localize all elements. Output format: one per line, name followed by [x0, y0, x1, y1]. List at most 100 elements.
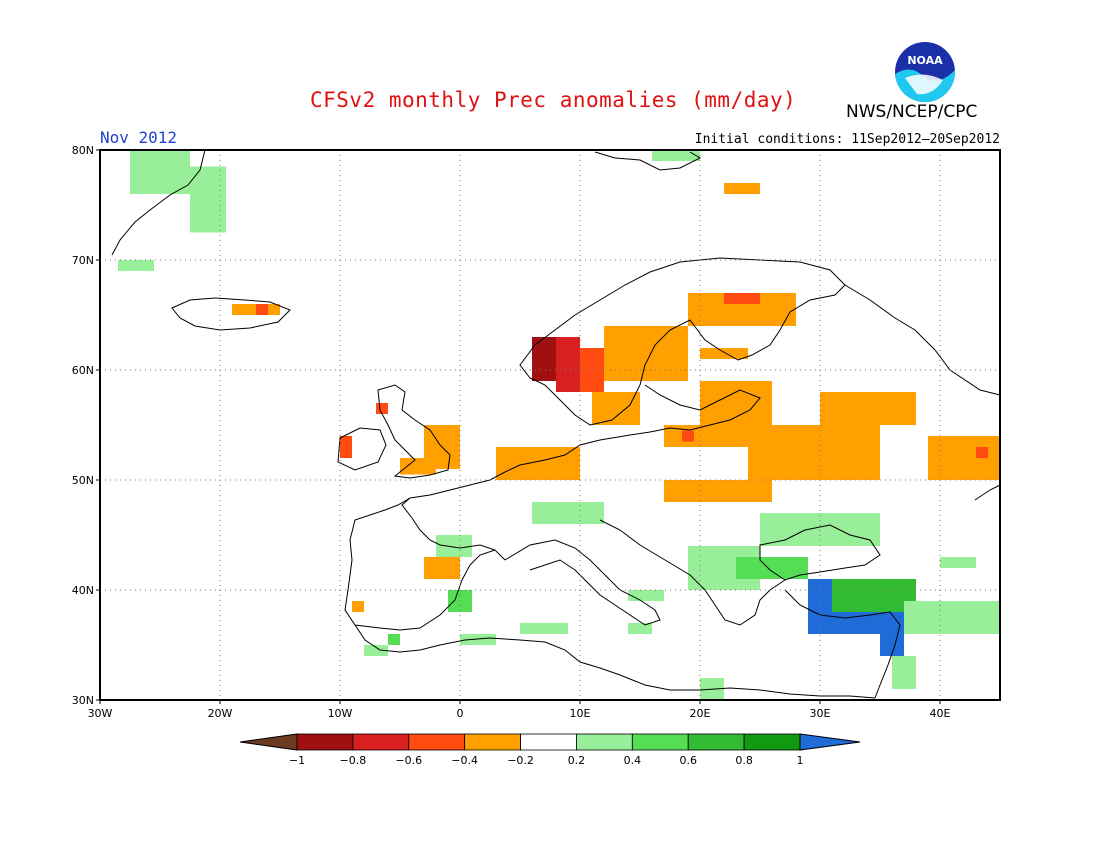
anomaly-cell [682, 430, 694, 442]
anomaly-cell [190, 166, 226, 233]
legend-tick-label: 1 [797, 754, 804, 767]
lon-tick-label: 40E [930, 707, 951, 720]
anomaly-cell [904, 601, 1000, 634]
anomaly-cell [256, 304, 268, 315]
scandinavia-coast [519, 257, 846, 426]
graticule [100, 150, 1000, 700]
anomaly-cell [748, 425, 880, 480]
anomaly-cell [700, 381, 772, 425]
anomaly-cell [130, 150, 190, 194]
anomaly-cell [352, 601, 364, 612]
anomaly-cells [118, 150, 1000, 700]
anomaly-cell [556, 337, 580, 392]
organization-label: NWS/NCEP/CPC [846, 102, 978, 122]
anomaly-cell [976, 447, 988, 458]
lon-tick-label: 10W [328, 707, 353, 720]
anomaly-cell [496, 447, 580, 480]
legend-arrow-low [239, 733, 298, 751]
lat-tick-label: 40N [72, 584, 94, 597]
great-britain-coast [377, 384, 451, 479]
map-frame [99, 149, 1001, 701]
anomaly-cell [604, 326, 688, 381]
anomaly-cell [388, 634, 400, 645]
color-legend: −1 −0.8 −0.6 −0.4 −0.2 0.2 0.4 0.6 0.8 1 [239, 733, 861, 767]
legend-tick-label: 0.2 [568, 754, 586, 767]
legend-swatch [520, 733, 577, 751]
legend-swatch [352, 733, 410, 751]
greenland-coast [111, 149, 206, 256]
north-africa-coast [354, 624, 876, 699]
anomaly-cell [424, 557, 460, 579]
anomaly-cell [664, 480, 772, 502]
chart-title: CFSv2 monthly Prec anomalies (mm/day) [310, 88, 797, 112]
lon-tick-label: 30E [810, 707, 831, 720]
noaa-logo: NOAA [893, 40, 957, 104]
legend-tick-label: 0.8 [735, 754, 753, 767]
iceland-coast [171, 297, 291, 331]
coastlines [111, 149, 1001, 699]
lat-tick-label: 50N [72, 474, 94, 487]
anomaly-cell [400, 458, 436, 475]
anomaly-cell [880, 623, 904, 656]
anomaly-cell [118, 260, 154, 271]
legend-tick-label: −0.8 [340, 754, 367, 767]
legend-swatch [631, 733, 689, 751]
svalbard-coast [594, 151, 702, 171]
lat-tick-label: 70N [72, 254, 94, 267]
anomaly-cell [532, 502, 604, 524]
lat-tick-label: 30N [72, 694, 94, 707]
anomaly-cell [376, 403, 388, 414]
baltic-coast [629, 384, 761, 436]
anomaly-cell [628, 623, 652, 634]
anomaly-cell [724, 183, 760, 194]
ireland-coast [337, 427, 387, 471]
legend-tick-label: −0.4 [451, 754, 478, 767]
legend-tick-label: −1 [289, 754, 305, 767]
anomaly-cell [652, 150, 700, 161]
legend-tick-label: −0.6 [395, 754, 422, 767]
anomaly-cell [928, 436, 1000, 480]
anomaly-cell [724, 293, 760, 304]
anomaly-cell [736, 557, 808, 579]
europe-west-coast [401, 434, 631, 561]
legend-swatch [464, 733, 521, 751]
anomaly-cell [520, 623, 568, 634]
lon-tick-label: 20E [690, 707, 711, 720]
anomaly-cell [460, 634, 496, 645]
legend-swatch [687, 733, 745, 751]
caspian-coast [974, 484, 1001, 501]
balkans-coast [599, 519, 786, 626]
iberia-coast [344, 497, 496, 631]
legend-swatch [743, 733, 801, 751]
turkey-levant-coast [784, 589, 901, 699]
legend-swatch [296, 733, 354, 751]
anomaly-cell [340, 436, 352, 458]
anomaly-cell [436, 535, 472, 557]
anomaly-cell [892, 656, 916, 689]
forecast-month: Nov 2012 [100, 128, 178, 147]
anomaly-cell [364, 645, 388, 656]
lon-tick-label: 30W [88, 707, 113, 720]
anomaly-cell [940, 557, 976, 568]
legend-tick-label: 0.4 [624, 754, 642, 767]
initial-conditions: Initial conditions: 11Sep2012–20Sep2012 [694, 132, 1000, 147]
black-sea-coast [759, 524, 881, 581]
lon-tick-label: 10E [570, 707, 591, 720]
legend-swatch [408, 733, 466, 751]
kola-coast [844, 284, 1001, 396]
legend-tick-label: 0.6 [679, 754, 697, 767]
anomaly-cell [700, 348, 748, 359]
anomaly-cell [532, 337, 556, 381]
lat-tick-label: 60N [72, 364, 94, 377]
anomaly-cell [832, 579, 916, 612]
anomaly-cell [628, 590, 664, 601]
legend-arrow-high [799, 733, 861, 751]
italy-coast [504, 539, 661, 626]
legend-swatch [576, 733, 633, 751]
lat-tick-label: 80N [72, 144, 94, 157]
anomaly-cell [820, 392, 916, 425]
legend-tick-label: −0.2 [507, 754, 534, 767]
anomaly-cell [592, 392, 640, 425]
